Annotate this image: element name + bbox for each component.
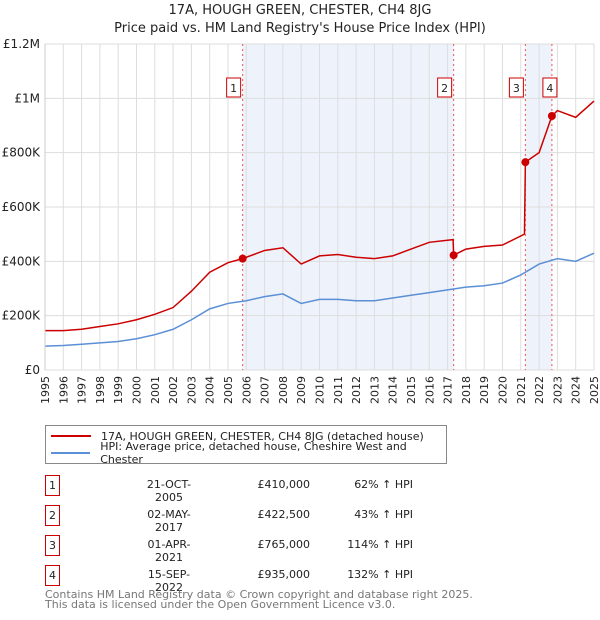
x-tick-label: 2013 xyxy=(368,376,381,404)
sale-hpi-change: 132% ↑ HPI xyxy=(347,568,413,581)
sale-date: 02-MAY-2017 xyxy=(147,508,191,534)
footer-line: Contains HM Land Registry data © Crown c… xyxy=(45,588,473,601)
sale-label-box xyxy=(542,77,558,98)
legend-swatch-blue xyxy=(51,452,91,454)
legend-label: 17A, HOUGH GREEN, CHESTER, CH4 8JG (deta… xyxy=(101,429,424,443)
sale-label-box xyxy=(226,77,242,98)
x-tick-label: 1997 xyxy=(76,376,89,404)
sale-number-badge: 3 xyxy=(45,535,60,556)
chart-title: 17A, HOUGH GREEN, CHESTER, CH4 8JG xyxy=(168,3,432,18)
sale-price: £422,500 xyxy=(257,508,311,521)
y-tick-label: £600K xyxy=(2,200,42,214)
x-tick-label: 2023 xyxy=(551,376,564,404)
sale-label: 1 xyxy=(230,82,237,95)
sale-number-badge: 2 xyxy=(45,505,60,526)
x-tick-label: 2022 xyxy=(533,376,546,404)
x-tick-label: 2007 xyxy=(259,376,272,404)
x-tick-label: 2017 xyxy=(442,376,455,404)
x-tick-label: 2014 xyxy=(387,376,400,404)
legend-item-property: 17A, HOUGH GREEN, CHESTER, CH4 8JG (deta… xyxy=(51,428,424,444)
x-tick-label: 2016 xyxy=(423,376,436,404)
sale-label-box xyxy=(508,77,524,98)
legend-item-hpi: HPI: Average price, detached house, Ches… xyxy=(51,440,446,466)
x-tick-label: 2003 xyxy=(185,376,198,404)
x-tick-label: 2002 xyxy=(167,376,180,404)
sale-hpi-change: 62% ↑ HPI xyxy=(354,478,413,491)
y-tick-label: £800K xyxy=(2,146,42,160)
y-tick-label: £1.2M xyxy=(3,37,40,51)
footer-line: This data is licensed under the Open Gov… xyxy=(45,598,396,611)
x-tick-label: 2008 xyxy=(277,376,290,404)
legend-label: HPI: Average price, detached house, Ches… xyxy=(100,440,407,466)
series-line xyxy=(45,100,595,332)
sale-point xyxy=(521,158,530,167)
x-tick-label: 2021 xyxy=(515,376,528,404)
x-tick-label: 2024 xyxy=(570,376,583,404)
sale-label-box xyxy=(437,77,453,98)
sale-point xyxy=(547,111,556,120)
footer: Contains HM Land Registry data © Crown c… xyxy=(45,588,473,611)
x-tick-label: 2005 xyxy=(222,376,235,404)
sale-date: 15-SEP-2022 xyxy=(147,568,191,594)
sale-point xyxy=(238,254,247,263)
series-line xyxy=(44,252,595,347)
y-tick-label: £400K xyxy=(2,254,42,268)
legend: 17A, HOUGH GREEN, CHESTER, CH4 8JG (deta… xyxy=(45,425,447,466)
sale-price: £410,000 xyxy=(257,478,311,491)
x-tick-label: 2011 xyxy=(332,376,345,404)
x-tick-label: 1996 xyxy=(57,376,70,404)
y-tick-label: £1M xyxy=(14,91,40,105)
x-tick-label: 2015 xyxy=(405,376,418,404)
sale-price: £935,000 xyxy=(257,568,311,581)
sale-hpi-change: 114% ↑ HPI xyxy=(347,538,413,551)
x-tick-label: 1998 xyxy=(94,376,107,404)
x-tick-label: 2025 xyxy=(588,376,600,404)
x-tick-label: 2019 xyxy=(478,376,491,404)
x-tick-label: 2006 xyxy=(240,376,253,404)
price-chart: 1995 1996 1997 1998 1999 2000 2001 2002 2003 2004… xyxy=(2,37,600,404)
x-tick-label: 1995 xyxy=(39,376,52,404)
sale-number-badge: 1 xyxy=(45,475,60,496)
sale-date: 21-OCT-2005 xyxy=(146,478,192,504)
sale-label: 3 xyxy=(513,82,520,95)
sale-label: 2 xyxy=(441,82,448,95)
sale-hpi-change: 43% ↑ HPI xyxy=(354,508,413,521)
x-tick-label: 2000 xyxy=(131,376,144,404)
x-tick-label: 2009 xyxy=(295,376,308,404)
x-tick-label: 2018 xyxy=(460,376,473,404)
x-tick-label: 1999 xyxy=(112,376,125,404)
x-tick-label: 2010 xyxy=(314,376,327,404)
x-tick-label: 2020 xyxy=(497,376,510,404)
sale-label: 4 xyxy=(546,82,553,95)
x-tick-label: 2001 xyxy=(149,376,162,404)
sale-point xyxy=(449,251,458,260)
chart-subtitle: Price paid vs. HM Land Registry's House … xyxy=(114,21,486,36)
legend-swatch-red xyxy=(51,435,91,437)
y-tick-label: £200K xyxy=(2,309,42,323)
sale-number-badge: 4 xyxy=(45,565,60,586)
x-tick-label: 2004 xyxy=(204,376,217,404)
sale-price: £765,000 xyxy=(257,538,311,551)
sale-date: 01-APR-2021 xyxy=(147,538,191,564)
x-tick-label: 2012 xyxy=(350,376,363,404)
y-tick-label: £0 xyxy=(25,363,40,377)
